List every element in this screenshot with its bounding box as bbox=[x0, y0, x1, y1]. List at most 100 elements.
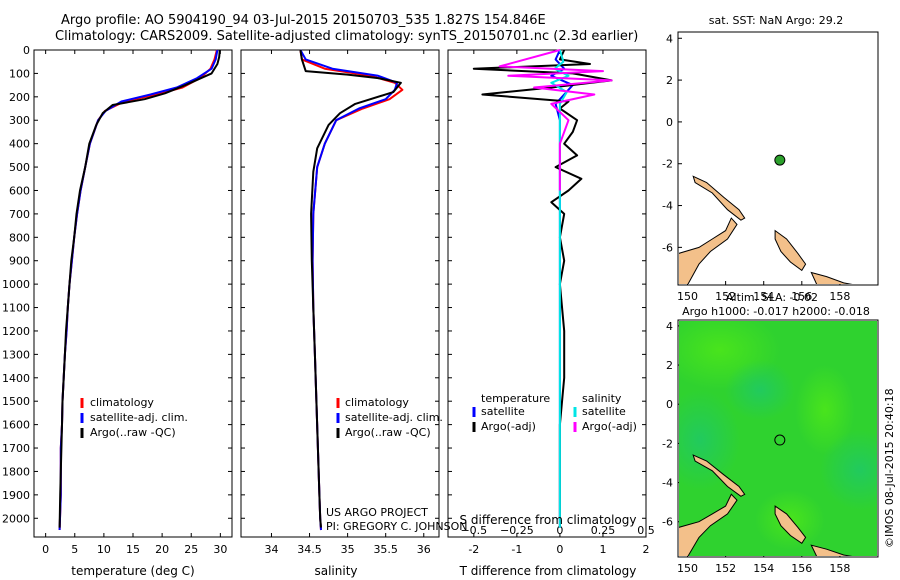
sla-map-title: Altim. SLA: -0.02 bbox=[726, 291, 818, 304]
map_sla-ytick-label: 2 bbox=[666, 359, 673, 372]
temperature-xtick-label: 0 bbox=[42, 543, 49, 556]
depth-tick-label: 1900 bbox=[2, 489, 30, 502]
depth-tick-label: 400 bbox=[9, 138, 30, 151]
land-mass bbox=[692, 175, 746, 221]
map_sla-xtick-label: 150 bbox=[677, 562, 698, 575]
depth-tick-label: 1200 bbox=[2, 325, 30, 338]
difference-xtick-label: 1 bbox=[599, 543, 606, 556]
land-mass bbox=[679, 493, 738, 556]
salinity-xtick-label: 34 bbox=[264, 543, 278, 556]
difference-xlabel-top: S difference from climatology bbox=[460, 513, 637, 527]
temperature-xlabel: temperature (deg C) bbox=[71, 564, 194, 578]
sla-map-subtitle: Argo h1000: -0.017 h2000: -0.018 bbox=[682, 305, 870, 318]
map_sst-ytick-label: 2 bbox=[666, 74, 673, 87]
sal-legend-climatology: climatology bbox=[345, 396, 409, 409]
temperature-panel bbox=[33, 49, 233, 538]
depth-tick-label: 100 bbox=[9, 67, 30, 80]
sal-legend-satellite: satellite-adj. clim. bbox=[345, 411, 443, 424]
depth-tick-label: 200 bbox=[9, 91, 30, 104]
salinity-diff-tick-label: 0.5 bbox=[637, 524, 655, 537]
map_sla-ytick-label: -4 bbox=[662, 477, 673, 490]
map_sst-xtick-label: 152 bbox=[715, 290, 736, 303]
map_sla-ytick-label: -6 bbox=[662, 516, 673, 529]
temperature-xtick-label: 20 bbox=[155, 543, 169, 556]
depth-tick-label: 1500 bbox=[2, 395, 30, 408]
temperature-legend: climatology satellite-adj. clim. Argo(..… bbox=[80, 396, 188, 439]
map_sst-xtick-label: 158 bbox=[829, 290, 850, 303]
series-salinity-argo-raw-qc- bbox=[299, 49, 402, 528]
diff-legend-salinity: salinity bbox=[582, 392, 622, 405]
depth-tick-label: 600 bbox=[9, 184, 30, 197]
salinity-xtick-label: 35 bbox=[341, 543, 355, 556]
temperature-xtick-label: 25 bbox=[184, 543, 198, 556]
series-difference-salinity-argo-adj- bbox=[498, 49, 613, 191]
depth-tick-label: 0 bbox=[23, 44, 30, 57]
diff-legend-t-satellite: satellite bbox=[481, 405, 525, 418]
map_sst-ytick-label: -6 bbox=[662, 241, 673, 254]
map_sla-xtick-label: 158 bbox=[829, 562, 850, 575]
series-temperature-satellite-adj-clim- bbox=[58, 49, 219, 531]
temperature-xtick-label: 15 bbox=[126, 543, 140, 556]
depth-tick-label: 900 bbox=[9, 255, 30, 268]
depth-tick-label: 700 bbox=[9, 208, 30, 221]
series-difference-temperature-satellite bbox=[550, 49, 574, 528]
depth-tick-label: 800 bbox=[9, 231, 30, 244]
salinity-diff-tick-label: 0.25 bbox=[591, 524, 616, 537]
map_sla-ytick-label: 4 bbox=[666, 320, 673, 333]
diff-legend-t-argo: Argo(-adj) bbox=[481, 420, 536, 433]
land-mass bbox=[774, 229, 807, 272]
sst-map-title: sat. SST: NaN Argo: 29.2 bbox=[709, 14, 843, 27]
project-line-2: PI: GREGORY C. JOHNSON bbox=[326, 520, 467, 533]
difference-panel bbox=[447, 49, 647, 538]
map_sst-ytick-label: 0 bbox=[666, 116, 673, 129]
map_sla-ytick-label: -2 bbox=[662, 437, 673, 450]
sst-map-panel bbox=[677, 31, 879, 286]
project-line-1: US ARGO PROJECT bbox=[326, 506, 428, 519]
salinity-diff-tick-label: −0.5 bbox=[460, 524, 487, 537]
depth-tick-label: 1800 bbox=[2, 465, 30, 478]
land-mass bbox=[692, 454, 746, 497]
depth-tick-label: 2000 bbox=[2, 512, 30, 525]
salinity-xtick-label: 35.5 bbox=[373, 543, 398, 556]
depth-tick-label: 1400 bbox=[2, 372, 30, 385]
depth-tick-label: 1600 bbox=[2, 419, 30, 432]
header-line-2: Climatology: CARS2009. Satellite-adjuste… bbox=[55, 29, 639, 44]
temp-legend-climatology: climatology bbox=[90, 396, 154, 409]
map_sla-xtick-label: 152 bbox=[715, 562, 736, 575]
salinity-panel bbox=[240, 49, 440, 538]
land-mass bbox=[774, 505, 807, 545]
map_sla-xtick-label: 154 bbox=[753, 562, 774, 575]
temp-legend-satellite: satellite-adj. clim. bbox=[90, 411, 188, 424]
map_sla-ytick-label: 0 bbox=[666, 398, 673, 411]
float-position-marker bbox=[774, 434, 786, 446]
map_sla-xtick-label: 156 bbox=[791, 562, 812, 575]
difference-xtick-label: -1 bbox=[511, 543, 522, 556]
series-difference-temperature-argo-adj- bbox=[472, 49, 613, 528]
float-position-marker bbox=[774, 154, 786, 166]
salinity-xlabel: salinity bbox=[314, 564, 357, 578]
salinity-xtick-label: 34.5 bbox=[297, 543, 322, 556]
temperature-xtick-label: 10 bbox=[97, 543, 111, 556]
series-difference-salinity-satellite bbox=[550, 49, 570, 528]
temperature-xtick-label: 5 bbox=[71, 543, 78, 556]
map_sst-ytick-label: 4 bbox=[666, 32, 673, 45]
salinity-legend: climatology satellite-adj. clim. Argo(..… bbox=[336, 396, 443, 439]
difference-legend: temperature satellite Argo(-adj) salinit… bbox=[472, 392, 637, 433]
diff-legend-s-satellite: satellite bbox=[582, 405, 626, 418]
imos-watermark: ©IMOS 08-Jul-2015 20:40:18 bbox=[883, 388, 896, 548]
salinity-diff-tick-label: 0 bbox=[556, 524, 563, 537]
temp-legend-argo: Argo(..raw -QC) bbox=[90, 426, 176, 439]
header-line-1: Argo profile: AO 5904190_94 03-Jul-2015 … bbox=[61, 13, 546, 28]
diff-legend-temperature: temperature bbox=[481, 392, 550, 405]
difference-xlabel: T difference from climatology bbox=[459, 564, 637, 578]
land-mass bbox=[810, 544, 853, 556]
depth-tick-label: 500 bbox=[9, 161, 30, 174]
salinity-diff-tick-label: −0.25 bbox=[500, 524, 534, 537]
map_sst-xtick-label: 150 bbox=[677, 290, 698, 303]
land-mass bbox=[810, 271, 853, 284]
depth-tick-label: 1100 bbox=[2, 302, 30, 315]
salinity-xtick-label: 36 bbox=[417, 543, 431, 556]
series-salinity-climatology bbox=[299, 49, 404, 531]
land-mass bbox=[679, 217, 738, 284]
